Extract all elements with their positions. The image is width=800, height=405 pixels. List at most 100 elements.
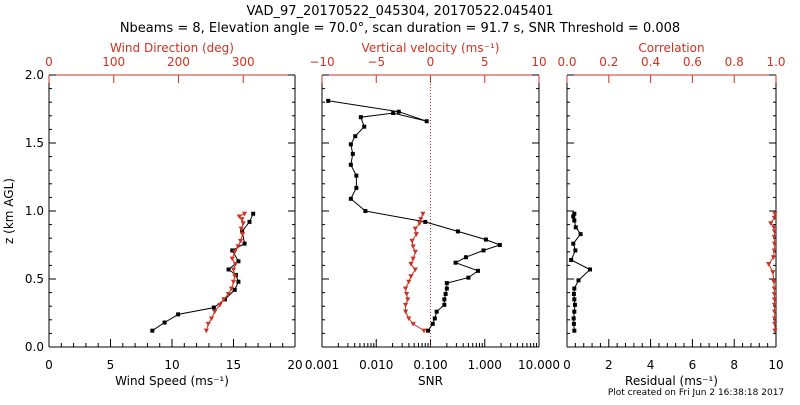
residual-point <box>572 309 577 314</box>
y-tick-label: 0.5 <box>25 272 44 286</box>
correlation-point <box>768 221 774 226</box>
top-axis-label: Correlation <box>638 41 704 55</box>
wind-speed-point <box>236 259 241 264</box>
x-tick-label: 0.100 <box>413 358 447 372</box>
correlation-point <box>771 291 777 297</box>
snr-point <box>426 328 431 333</box>
correlation-point <box>771 302 778 308</box>
x-tick-label: 10 <box>164 358 179 372</box>
residual-point <box>587 267 592 272</box>
top-tick-label: 0 <box>427 55 435 69</box>
vertical-velocity-point <box>408 274 414 279</box>
snr-point <box>423 219 428 224</box>
correlation-point <box>772 328 778 334</box>
top-tick-label: 200 <box>167 55 190 69</box>
vertical-velocity-point <box>406 316 412 322</box>
correlation-point <box>772 211 778 217</box>
wind-direction-point <box>232 262 239 267</box>
y-tick-label: 1.0 <box>25 204 44 218</box>
snr-point <box>463 255 468 260</box>
top-tick-label: 10 <box>531 55 546 69</box>
vertical-velocity-point <box>412 226 418 232</box>
snr-point <box>363 209 368 213</box>
snr-point <box>453 260 458 265</box>
residual-point <box>572 286 577 291</box>
wind-speed-point <box>226 267 231 272</box>
correlation-point <box>772 321 778 327</box>
snr-point <box>353 134 358 139</box>
vertical-velocity-point <box>412 267 418 273</box>
residual-point <box>572 328 577 333</box>
wind-direction-point <box>217 302 223 308</box>
residual-point <box>573 225 578 230</box>
x-tick-label: 8 <box>730 358 738 372</box>
wind-direction-point <box>232 274 238 279</box>
figure-title-line2: Nbeams = 8, Elevation angle = 70.0°, sca… <box>120 21 680 36</box>
snr-point <box>475 268 480 273</box>
top-tick-label: 0.4 <box>641 55 660 69</box>
snr-point <box>348 142 353 147</box>
vertical-velocity-point <box>404 291 410 297</box>
snr-point <box>444 286 449 291</box>
snr-point <box>483 237 488 242</box>
snr-point <box>442 297 447 302</box>
residual-point <box>572 211 577 216</box>
wind-speed-point <box>247 219 252 224</box>
snr-point <box>430 321 435 326</box>
residual-point <box>576 278 581 283</box>
vertical-velocity-point <box>413 232 419 237</box>
snr-point <box>424 119 429 124</box>
wind-speed-point <box>150 328 155 333</box>
snr-point <box>434 309 439 314</box>
snr-point <box>348 162 353 167</box>
vertical-velocity-point <box>406 279 412 285</box>
residual-point <box>572 218 577 223</box>
top-tick-label: 100 <box>102 55 125 69</box>
wind-direction-point <box>208 316 215 322</box>
panel-wind: 0.0 0.5 1.0 1.5 2.0 z (km AGL) 0 5 10 15 20 Wind Sp… <box>2 41 303 388</box>
residual-point <box>573 248 578 253</box>
wind-speed-point <box>230 248 235 253</box>
wind-speed-point <box>236 279 241 284</box>
correlation-point <box>771 225 777 230</box>
wind-direction-point <box>235 244 241 249</box>
top-tick-label: −10 <box>309 55 334 69</box>
top-axis-label: Wind Direction (deg) <box>110 41 234 55</box>
vertical-velocity-point <box>409 238 415 244</box>
wind-direction-point <box>239 217 245 222</box>
snr-point <box>432 316 437 321</box>
top-tick-label: 1.0 <box>766 55 785 69</box>
top-tick-label: 0.2 <box>599 55 618 69</box>
snr-point <box>350 151 355 156</box>
vertical-velocity-point <box>408 262 414 267</box>
wind-direction-point <box>230 267 237 273</box>
vertical-velocity-point <box>412 249 418 255</box>
x-tick-label: 10 <box>768 358 783 372</box>
x-tick-label: 6 <box>689 358 697 372</box>
x-axis-label: SNR <box>418 374 443 388</box>
wind-direction-line <box>205 213 245 331</box>
y-tick-label: 2.0 <box>25 68 44 82</box>
residual-point <box>572 297 577 302</box>
wind-speed-point <box>176 312 181 317</box>
correlation-point <box>771 241 778 247</box>
correlation-point <box>766 262 772 267</box>
top-tick-label: 300 <box>232 55 255 69</box>
x-axis-label: Residual (ms⁻¹) <box>625 374 718 388</box>
residual-point <box>569 257 574 262</box>
wind-direction-point <box>203 328 209 334</box>
residual-point <box>571 321 576 326</box>
snr-point <box>466 275 471 280</box>
panel-residual: 0 2 4 6 8 10 Residual (ms⁻¹) 0.0 0.2 0.4 0.6 0.8 1.0… <box>557 41 785 388</box>
correlation-point <box>771 286 777 292</box>
residual-point <box>571 241 576 246</box>
snr-point <box>354 185 359 190</box>
vertical-velocity-point <box>402 309 409 315</box>
y-axis-label: z (km AGL) <box>2 178 16 244</box>
wind-direction-point <box>221 297 227 302</box>
residual-point <box>571 291 576 296</box>
residual-point <box>578 232 583 237</box>
wind-direction-point <box>230 279 237 285</box>
